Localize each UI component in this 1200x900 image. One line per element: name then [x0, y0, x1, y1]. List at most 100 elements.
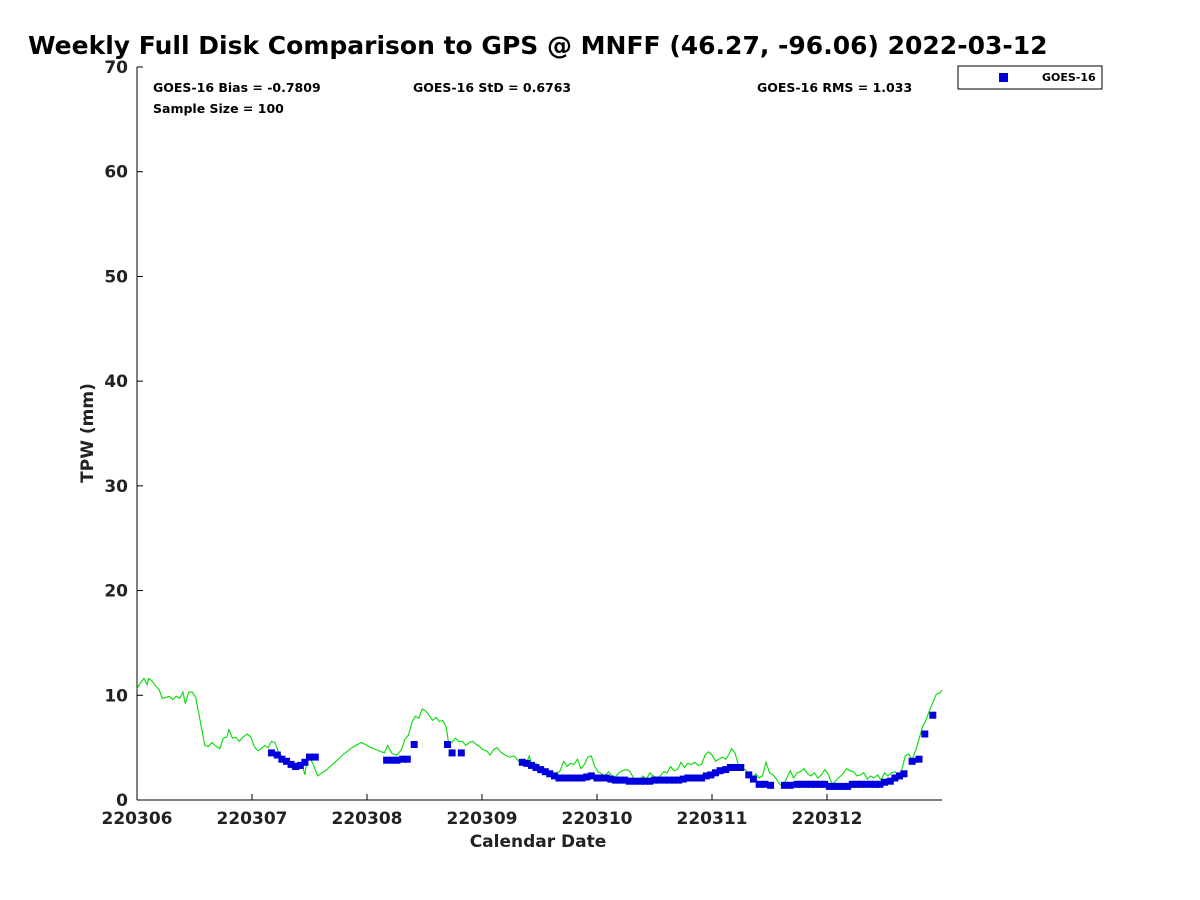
goes-16-point [532, 764, 540, 771]
x-tick-label: 220307 [217, 809, 288, 829]
goes-16-point [825, 782, 833, 790]
goes-16-point [598, 774, 606, 782]
plot-axes [136, 67, 942, 801]
goes-16-point [737, 764, 745, 771]
x-tick-label: 220310 [562, 809, 633, 829]
goes-16-point [625, 777, 633, 785]
y-tick-label: 20 [104, 582, 128, 602]
goes-16-point [541, 768, 549, 776]
goes-16-point [523, 759, 531, 767]
goes-16-point [793, 780, 801, 788]
stat-bias: GOES-16 Bias = -0.7809 [153, 80, 321, 95]
goes-16-point [896, 772, 903, 780]
goes-16-point [745, 771, 753, 779]
stat-std: GOES-16 StD = 0.6763 [413, 80, 571, 95]
goes-16-point [848, 780, 856, 788]
x-tick-label: 220306 [102, 809, 173, 829]
goes-16-point [278, 755, 286, 763]
y-tick-label: 30 [104, 477, 128, 497]
y-tick-label: 40 [104, 372, 128, 392]
goes-16-point [908, 757, 916, 765]
goes-16-point [749, 775, 757, 783]
chart-title: Weekly Full Disk Comparison to GPS @ MNF… [28, 31, 1048, 60]
goes-16-point [702, 772, 710, 780]
goes-16-point [621, 776, 629, 784]
goes-16-point [900, 770, 908, 778]
goes-16-point [457, 749, 465, 757]
goes-16-point [844, 782, 852, 790]
goes-16-point [679, 775, 687, 783]
goes-16-point [712, 769, 719, 777]
goes-16-point [722, 766, 730, 774]
goes-16-point [862, 780, 870, 788]
goes-16-point [444, 741, 451, 748]
goes-16-point [301, 758, 309, 766]
goes-16-point [891, 774, 899, 782]
goes-16-point [921, 730, 929, 738]
goes-16-point [684, 774, 692, 782]
goes-16-point [296, 761, 304, 769]
goes-16-point [403, 755, 411, 763]
x-tick-label: 220312 [792, 809, 863, 829]
goes-16-point [388, 756, 396, 764]
goes-16-point [767, 781, 775, 789]
gps-line [136, 677, 943, 786]
goes-16-point [410, 741, 418, 748]
goes-16-point [670, 776, 678, 784]
goes-16-point [574, 774, 581, 782]
goes-16-point [812, 780, 819, 788]
goes-16-point [560, 774, 568, 782]
goes-16-point [867, 780, 875, 788]
goes-16-point [689, 774, 696, 782]
goes-16-point [839, 782, 847, 790]
goes-16-point [583, 773, 591, 781]
goes-16-point [675, 776, 683, 784]
goes-16-point [646, 777, 654, 785]
legend: GOES-16 [957, 65, 1103, 90]
goes-16-point [616, 776, 624, 784]
goes-16-point [593, 774, 601, 782]
goes-16-point [311, 753, 319, 761]
x-tick-label: 220308 [332, 809, 403, 829]
goes-16-point [292, 763, 300, 770]
goes-16-point [780, 781, 788, 789]
goes-16-point [807, 780, 815, 788]
y-ticks: 0 10 20 30 40 50 60 70 [104, 58, 143, 811]
goes-16-point [283, 757, 290, 765]
goes-16-point [569, 774, 577, 782]
goes-16-point [726, 764, 734, 771]
goes-16-point [448, 749, 456, 757]
y-tick-label: 50 [104, 267, 128, 287]
goes-16-point [564, 774, 572, 782]
goes-16-point [651, 776, 658, 784]
goes-16-point [886, 777, 894, 785]
x-tick-label: 220309 [447, 809, 518, 829]
x-tick-label: 220311 [677, 809, 748, 829]
y-tick-label: 70 [104, 58, 128, 78]
goes-16-point [268, 749, 275, 757]
goes-16-series [268, 711, 937, 790]
goes-16-point [661, 776, 669, 784]
goes-16-point [716, 767, 724, 775]
goes-16-point [287, 760, 295, 768]
legend-box [957, 65, 1103, 90]
goes-16-point [518, 758, 526, 766]
gps-series [136, 677, 943, 786]
goes-16-point [693, 774, 701, 782]
goes-16-point [853, 780, 861, 788]
goes-16-point [816, 780, 824, 788]
goes-16-point [798, 780, 806, 788]
y-tick-label: 60 [104, 163, 128, 183]
goes-16-point [306, 753, 313, 761]
goes-16-point [399, 755, 407, 763]
goes-16-point [786, 781, 794, 789]
legend-marker-goes-16 [999, 73, 1008, 82]
stat-sample-size: Sample Size = 100 [153, 101, 284, 116]
goes-16-point [631, 777, 639, 785]
goes-16-point [915, 755, 923, 763]
goes-16-point [655, 776, 663, 784]
goes-16-point [546, 770, 554, 778]
goes-16-point [607, 775, 615, 783]
goes-16-point [755, 780, 763, 788]
